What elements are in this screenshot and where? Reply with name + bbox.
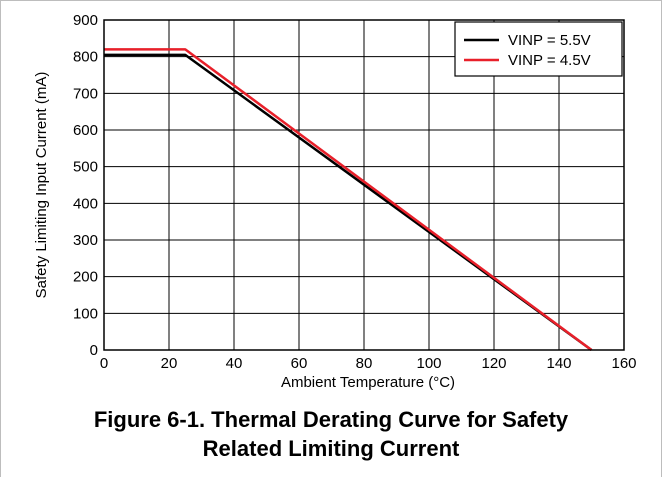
y-tick-label: 800 (73, 49, 98, 66)
series-line-0 (104, 53, 593, 352)
caption-line-2: Related Limiting Current (202, 436, 460, 461)
x-tick-label: 160 (611, 355, 636, 372)
y-tick-label: 600 (73, 122, 98, 139)
x-tick-label: 20 (161, 355, 178, 372)
x-tick-label: 60 (291, 355, 308, 372)
x-tick-labels: 0 20 40 60 80 100 120 140 160 (100, 355, 637, 372)
y-tick-label: 500 (73, 159, 98, 176)
thermal-derating-chart: 0 100 200 300 400 500 600 700 800 900 0 20 40 60 80 10… (33, 12, 637, 391)
x-axis-label: Ambient Temperature (°C) (281, 374, 455, 391)
legend-label-vinp-5-5v: VINP = 5.5V (508, 32, 591, 49)
series-line-1 (104, 48, 593, 352)
y-tick-label: 200 (73, 269, 98, 286)
x-tick-label: 40 (226, 355, 243, 372)
x-tick-label: 140 (546, 355, 571, 372)
plot-area (103, 19, 625, 351)
y-tick-label: 0 (90, 342, 98, 359)
y-tick-label: 300 (73, 232, 98, 249)
x-tick-label: 80 (356, 355, 373, 372)
legend-label-vinp-4-5v: VINP = 4.5V (508, 52, 591, 69)
legend: VINP = 5.5V VINP = 4.5V (454, 21, 623, 77)
y-tick-label: 100 (73, 305, 98, 322)
x-tick-label: 0 (100, 355, 108, 372)
caption-line-1: Figure 6-1. Thermal Derating Curve for S… (93, 407, 569, 432)
figure-caption: Figure 6-1. Thermal Derating Curve for S… (0, 405, 662, 463)
x-tick-label: 120 (481, 355, 506, 372)
y-axis-label: Safety Limiting Input Current (mA) (33, 72, 50, 299)
x-tick-label: 100 (416, 355, 441, 372)
y-tick-label: 700 (73, 85, 98, 102)
y-tick-label: 900 (73, 12, 98, 29)
series-lines (104, 48, 593, 352)
legend-box (454, 21, 623, 77)
y-tick-labels: 0 100 200 300 400 500 600 700 800 900 (73, 12, 98, 359)
y-tick-label: 400 (73, 195, 98, 212)
